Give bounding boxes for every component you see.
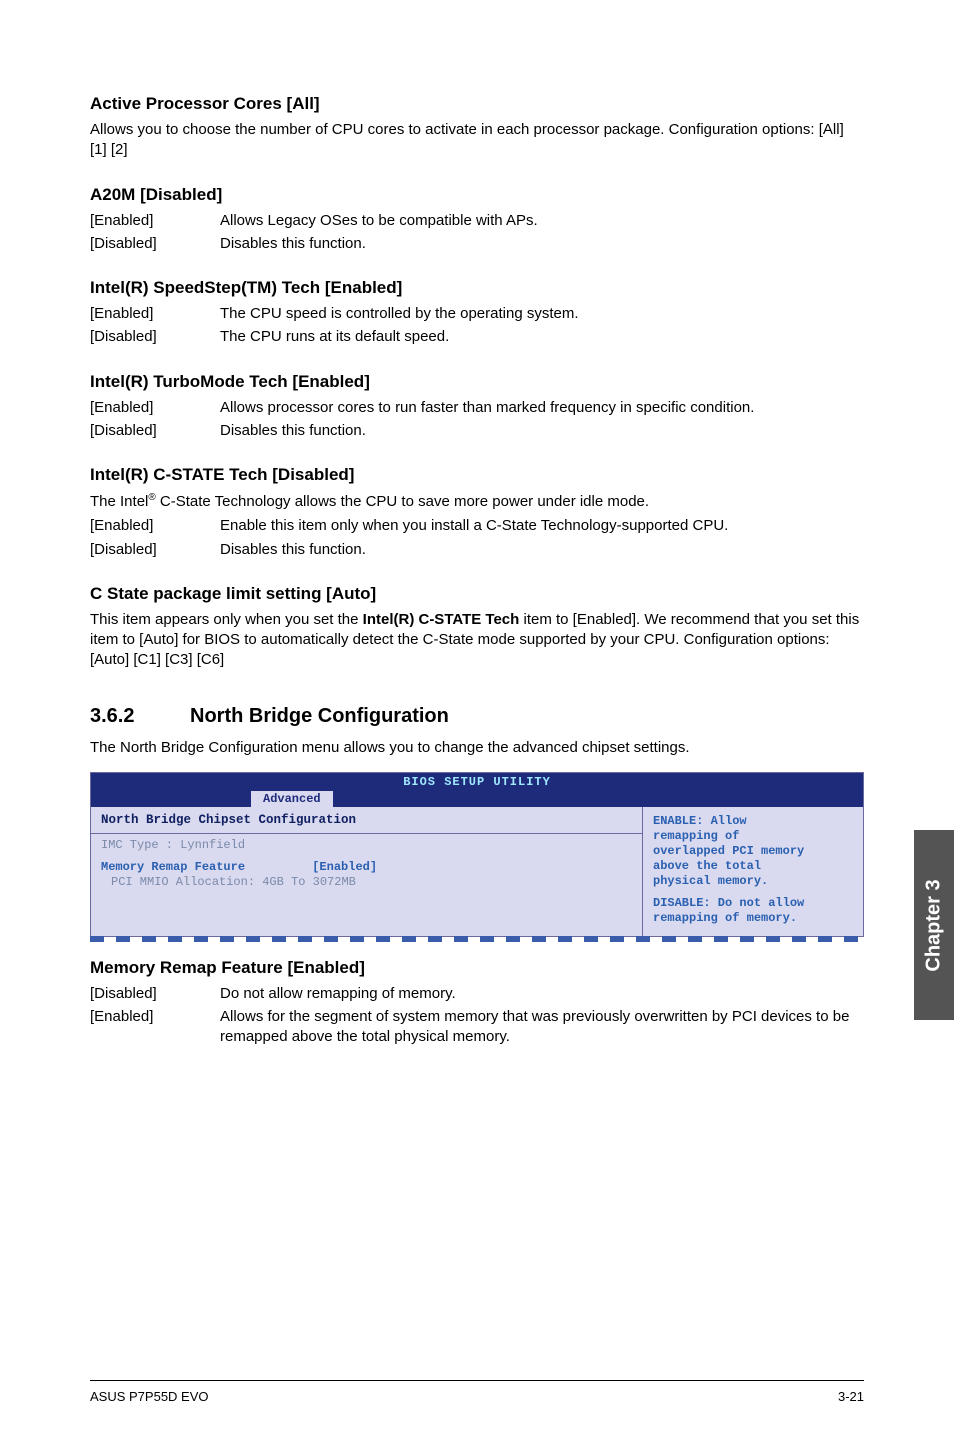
val: Disables this function.	[220, 540, 864, 560]
row-speedstep-enabled: [Enabled] The CPU speed is controlled by…	[90, 304, 864, 324]
body-c-limit: This item appears only when you set the …	[90, 610, 864, 671]
heading-a20m: A20M [Disabled]	[90, 185, 864, 205]
row-turbo-disabled: [Disabled] Disables this function.	[90, 421, 864, 441]
help-l2: remapping of	[653, 829, 853, 843]
heading-active-processor-cores: Active Processor Cores [All]	[90, 94, 864, 114]
heading-turbomode: Intel(R) TurboMode Tech [Enabled]	[90, 372, 864, 392]
help-l6: DISABLE: Do not allow	[653, 896, 853, 910]
row-cstate-enabled: [Enabled] Enable this item only when you…	[90, 516, 864, 536]
body-cstate-intro: The Intel® C-State Technology allows the…	[90, 491, 864, 512]
bold: Intel(R) C-STATE Tech	[363, 611, 520, 628]
bios-imc-type: IMC Type : Lynnfield	[101, 838, 632, 852]
bios-remap-value: [Enabled]	[312, 860, 377, 874]
key: [Enabled]	[90, 516, 220, 536]
val: Enable this item only when you install a…	[220, 516, 864, 536]
heading-memory-remap: Memory Remap Feature [Enabled]	[90, 958, 864, 978]
key: [Disabled]	[90, 234, 220, 254]
val: Allows Legacy OSes to be compatible with…	[220, 211, 864, 231]
bios-left-pane: North Bridge Chipset Configuration IMC T…	[91, 807, 643, 936]
body-active-processor-cores: Allows you to choose the number of CPU c…	[90, 120, 864, 161]
subsection-name: North Bridge Configuration	[190, 705, 449, 727]
heading-speedstep: Intel(R) SpeedStep(TM) Tech [Enabled]	[90, 278, 864, 298]
key: [Enabled]	[90, 211, 220, 231]
key: [Disabled]	[90, 540, 220, 560]
val: The CPU speed is controlled by the opera…	[220, 304, 864, 324]
key: [Disabled]	[90, 421, 220, 441]
row-a20m-enabled: [Enabled] Allows Legacy OSes to be compa…	[90, 211, 864, 231]
subsection-intro: The North Bridge Configuration menu allo…	[90, 738, 864, 758]
bios-tabrow: Advanced	[91, 791, 863, 807]
subsection-heading: 3.6.2North Bridge Configuration	[90, 705, 864, 728]
pre: This item appears only when you set the	[90, 611, 363, 628]
bios-memory-remap-row[interactable]: Memory Remap Feature [Enabled]	[101, 860, 632, 874]
help-l1: ENABLE: Allow	[653, 814, 853, 828]
key: [Enabled]	[90, 1007, 220, 1048]
bios-setup-panel: BIOS SETUP UTILITY Advanced North Bridge…	[90, 772, 864, 937]
bios-tab-advanced[interactable]: Advanced	[251, 791, 333, 807]
row-memremap-disabled: [Disabled] Do not allow remapping of mem…	[90, 984, 864, 1004]
bios-divider	[91, 833, 642, 834]
row-turbo-enabled: [Enabled] Allows processor cores to run …	[90, 398, 864, 418]
bios-config-heading: North Bridge Chipset Configuration	[101, 813, 632, 827]
bios-help-pane: ENABLE: Allow remapping of overlapped PC…	[643, 807, 863, 936]
bios-titlebar: BIOS SETUP UTILITY	[91, 773, 863, 791]
val: Allows processor cores to run faster tha…	[220, 398, 864, 418]
key: [Enabled]	[90, 304, 220, 324]
intro-post: C-State Technology allows the CPU to sav…	[156, 493, 649, 510]
val: Do not allow remapping of memory.	[220, 984, 864, 1004]
row-speedstep-disabled: [Disabled] The CPU runs at its default s…	[90, 327, 864, 347]
val: Disables this function.	[220, 234, 864, 254]
chapter-label: Chapter 3	[923, 879, 946, 971]
chapter-side-tab: Chapter 3	[914, 830, 954, 1020]
bios-remap-label: Memory Remap Feature	[101, 860, 245, 874]
heading-cstate: Intel(R) C-STATE Tech [Disabled]	[90, 465, 864, 485]
intro-pre: The Intel	[90, 493, 148, 510]
val: The CPU runs at its default speed.	[220, 327, 864, 347]
row-memremap-enabled: [Enabled] Allows for the segment of syst…	[90, 1007, 864, 1048]
subsection-number: 3.6.2	[90, 705, 190, 728]
help-l4: above the total	[653, 859, 853, 873]
bios-dashed-cutoff	[90, 936, 864, 942]
bios-pci-alloc: PCI MMIO Allocation: 4GB To 3072MB	[111, 875, 632, 889]
footer-left: ASUS P7P55D EVO	[90, 1389, 209, 1404]
footer-right: 3-21	[838, 1389, 864, 1404]
key: [Disabled]	[90, 327, 220, 347]
help-l5: physical memory.	[653, 874, 853, 888]
help-l7: remapping of memory.	[653, 911, 853, 925]
row-a20m-disabled: [Disabled] Disables this function.	[90, 234, 864, 254]
page-footer: ASUS P7P55D EVO 3-21	[90, 1380, 864, 1404]
reg-mark: ®	[148, 492, 155, 503]
key: [Enabled]	[90, 398, 220, 418]
key: [Disabled]	[90, 984, 220, 1004]
row-cstate-disabled: [Disabled] Disables this function.	[90, 540, 864, 560]
val: Allows for the segment of system memory …	[220, 1007, 864, 1048]
help-l3: overlapped PCI memory	[653, 844, 853, 858]
heading-c-limit: C State package limit setting [Auto]	[90, 584, 864, 604]
val: Disables this function.	[220, 421, 864, 441]
